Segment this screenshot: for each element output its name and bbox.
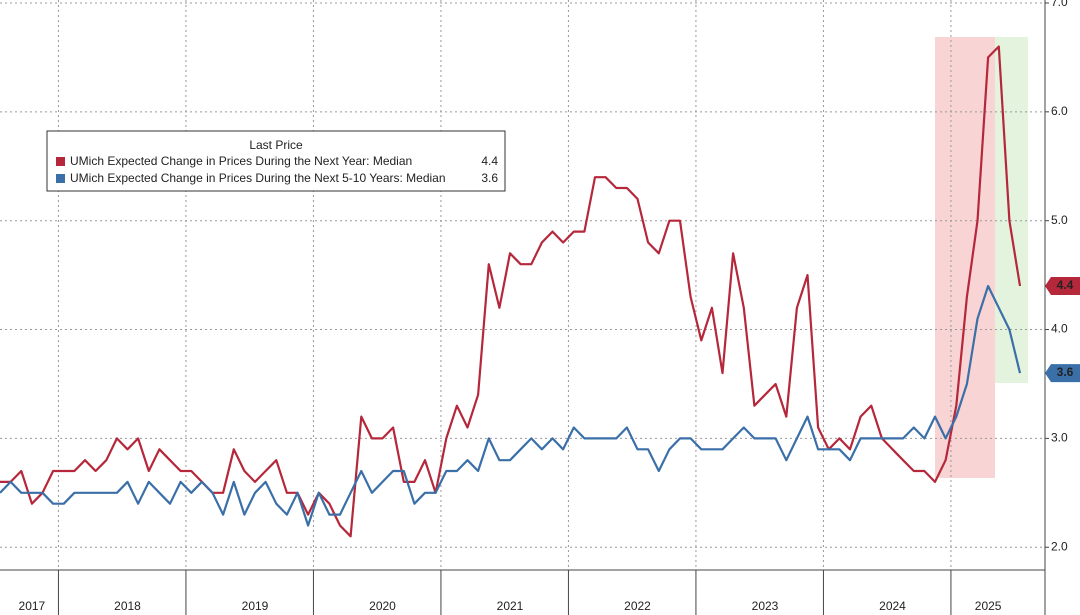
x-tick-label: 2017 [19,599,46,613]
y-tick-label: 6.0 [1051,104,1068,118]
last-value-tag [1045,277,1080,295]
y-tick-label: 3.0 [1051,431,1068,445]
legend-swatch [56,157,65,166]
legend-box [46,130,506,192]
last-value-label: 4.4 [1057,278,1074,292]
y-tick-label: 7.0 [1051,0,1068,9]
x-tick-label: 2018 [114,599,141,613]
last-value-tag [1045,364,1080,383]
x-tick-label: 2020 [369,599,396,613]
x-tick-label: 2024 [879,599,906,613]
legend-title: Last Price [249,138,303,152]
series-line [0,45,1022,538]
x-tick-label: 2019 [242,599,269,613]
series-line [0,284,1022,527]
legend-label: UMich Expected Change in Prices During t… [70,154,412,168]
x-tick-label: 2021 [497,599,524,613]
highlight-green [995,37,1028,383]
legend-value: 3.6 [481,171,498,185]
legend: Last Price UMich Expected Change in Pric… [46,130,506,192]
legend-value: 4.4 [481,154,498,168]
x-tick-label: 2022 [624,599,651,613]
y-tick-label: 4.0 [1051,322,1068,336]
legend-label: UMich Expected Change in Prices During t… [70,171,446,185]
x-tick-label: 2023 [752,599,779,613]
legend-swatch [56,174,65,183]
last-value-label: 3.6 [1057,365,1074,379]
y-tick-label: 5.0 [1051,213,1068,227]
x-tick-label: 2025 [975,599,1002,613]
y-tick-label: 2.0 [1051,539,1068,553]
